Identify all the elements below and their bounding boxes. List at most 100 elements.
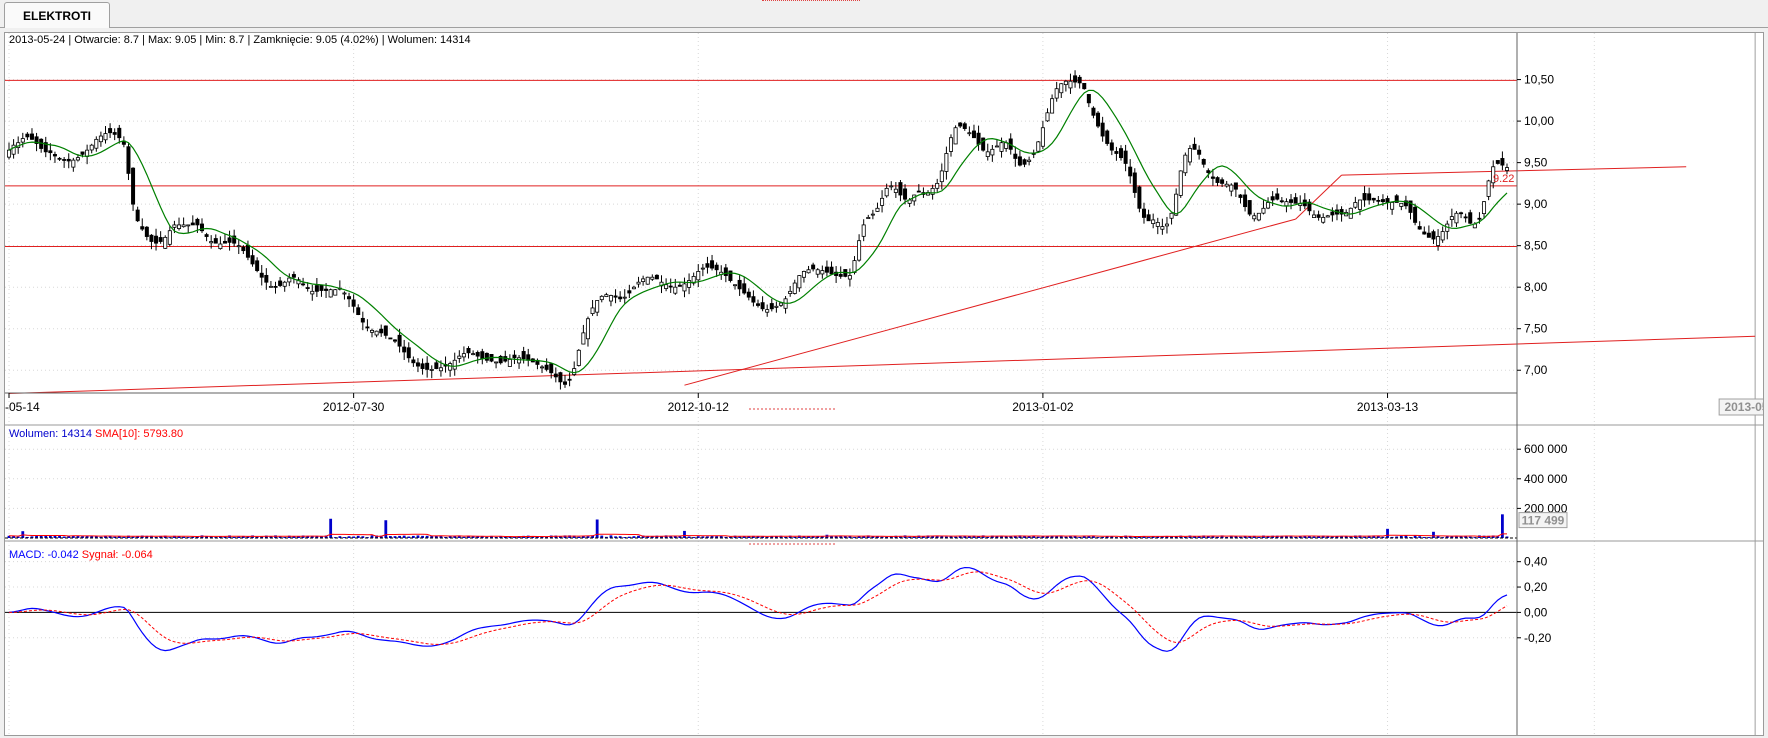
labels: 10,50 10,00 9,50 9,00 8,50 8,00 7,50 7,00 2012-0… — [5, 34, 1763, 645]
candle-body — [668, 285, 673, 288]
volume-bar — [1229, 535, 1233, 538]
volume-bar — [600, 535, 604, 538]
candle-body — [296, 279, 301, 285]
volume-bar — [853, 537, 856, 539]
volume-bar — [104, 535, 107, 538]
candle-body — [553, 373, 558, 378]
volume-bar — [1147, 537, 1150, 539]
candle-body — [517, 357, 522, 364]
candle-body — [273, 285, 278, 288]
candle-body — [259, 272, 264, 278]
volume-bar — [39, 535, 43, 538]
volume-bar — [122, 536, 126, 538]
volume-bar — [926, 535, 930, 538]
chart-area[interactable]: 10,50 10,00 9,50 9,00 8,50 8,00 7,50 7,00 2012-0… — [4, 32, 1764, 736]
candle-body — [1482, 201, 1487, 215]
volume-bar — [977, 536, 980, 538]
volume-bar — [117, 536, 121, 538]
candle-body — [1275, 193, 1280, 200]
candle-body — [1091, 107, 1096, 116]
candle-body — [1059, 83, 1064, 94]
tab-bar-marker — [762, 0, 860, 1]
candle-body — [425, 362, 430, 370]
candle-body — [664, 284, 669, 289]
volume-bar — [1234, 536, 1238, 538]
candle-body — [374, 330, 379, 336]
volume-bar — [1151, 536, 1155, 538]
volume-bar — [421, 535, 424, 538]
candle-body — [186, 224, 191, 227]
candle-body — [838, 274, 843, 277]
volume-bar — [765, 536, 769, 538]
volume-bar — [127, 535, 130, 538]
volume-bar — [834, 535, 838, 538]
trend-lines — [8, 166, 1756, 394]
candle-body — [687, 280, 692, 288]
volume-bar — [444, 536, 447, 538]
candle-body — [34, 136, 39, 144]
volume-bar — [738, 536, 742, 538]
candle-body — [52, 154, 57, 157]
volume-bar — [7, 535, 11, 538]
volume-tick-label: 200 000 — [1524, 501, 1568, 515]
candle-body — [930, 187, 935, 195]
volume-bar — [609, 535, 613, 538]
volume-bar — [1073, 535, 1077, 538]
volume-bar — [830, 536, 833, 538]
stock-chart-svg[interactable]: 10,50 10,00 9,50 9,00 8,50 8,00 7,50 7,00 2012-0… — [5, 33, 1763, 735]
volume-bar — [572, 535, 576, 538]
candle-body — [360, 317, 365, 323]
volume-bar — [1096, 537, 1100, 539]
volume-bar — [1082, 535, 1086, 538]
volume-bar — [195, 536, 199, 538]
candle-body — [411, 359, 416, 364]
volume-bar — [131, 536, 135, 538]
candle-body — [806, 269, 811, 274]
volume-bar — [669, 535, 673, 538]
volume-bar — [62, 536, 66, 538]
candle-body — [498, 355, 503, 364]
volume-bar — [1275, 535, 1279, 538]
volume-bar — [503, 536, 507, 538]
volume-bar — [154, 536, 158, 538]
macd-lines — [8, 566, 1508, 652]
volume-bar — [76, 535, 80, 538]
tab-elektroti[interactable]: ELEKTROTI — [4, 2, 110, 28]
candle-body — [494, 361, 499, 364]
volume-bar — [1078, 536, 1082, 538]
candle-body — [1486, 180, 1491, 197]
volume-bar — [1206, 535, 1210, 538]
volume-bar — [577, 536, 581, 538]
candle-body — [581, 332, 586, 345]
volume-bar — [1059, 535, 1063, 538]
volume-bar — [434, 535, 438, 538]
volume-bar — [963, 535, 967, 538]
volume-bar — [990, 535, 994, 538]
macd-tick-label: 0,40 — [1524, 555, 1548, 569]
candle-body — [149, 234, 154, 242]
volume-bar — [490, 535, 493, 538]
candle-body — [71, 159, 76, 168]
volume-bar — [90, 535, 94, 538]
volume-bar — [1436, 536, 1440, 538]
volume-bar — [1280, 535, 1284, 538]
volume-sma-line — [8, 533, 1507, 538]
volume-bar — [820, 536, 824, 538]
candle-body — [585, 318, 590, 340]
candle-body — [962, 123, 967, 129]
volume-bar — [1216, 536, 1219, 538]
volume-bar — [108, 535, 112, 538]
macd-tick-label: -0,20 — [1524, 631, 1552, 645]
candle-body — [1247, 200, 1252, 215]
volume-bar — [1330, 536, 1334, 538]
volume-bar — [899, 536, 902, 538]
volume-bar — [94, 536, 98, 538]
candle-body — [278, 280, 283, 286]
candle-body — [383, 325, 388, 336]
volume-bar — [1450, 536, 1454, 538]
volume-bar — [839, 536, 843, 538]
candle-body — [1436, 236, 1441, 246]
price-tick-label: 9,00 — [1524, 197, 1548, 211]
candle-body — [1394, 195, 1399, 203]
volume-bar — [1239, 536, 1242, 538]
